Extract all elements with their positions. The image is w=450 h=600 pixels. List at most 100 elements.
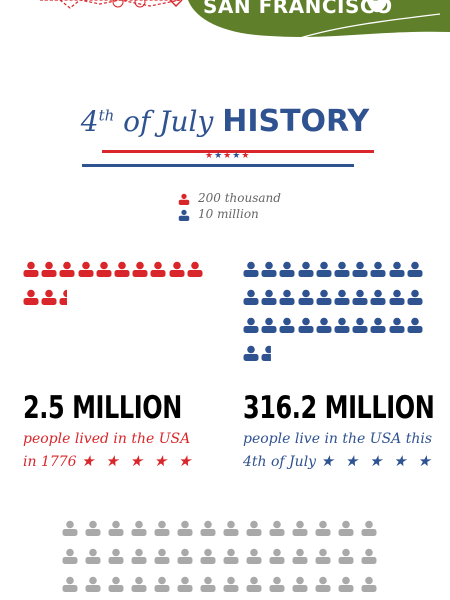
decorative-bunting <box>40 0 181 9</box>
person-icon <box>261 317 277 333</box>
person-icon <box>108 520 124 536</box>
person-icon <box>131 520 147 536</box>
person-icon <box>131 576 147 592</box>
title-light-part: 4th of July <box>80 105 223 138</box>
description-line: 4th of July <box>243 454 317 470</box>
header-banner <box>40 0 450 39</box>
person-icon <box>62 520 78 536</box>
person-icon <box>85 548 101 564</box>
population-today-icon-grid <box>243 261 433 367</box>
person-icon <box>261 345 272 361</box>
person-icon <box>352 317 368 333</box>
person-icon <box>223 576 239 592</box>
person-icon <box>177 548 193 564</box>
banner-swoosh <box>299 13 441 39</box>
person-icon <box>279 261 295 277</box>
person-icon <box>41 289 57 305</box>
banner-city-name: SAN FRANCISCO <box>203 0 393 18</box>
decorative-rosette-icon <box>134 0 146 8</box>
star-rating-icon: ★ ★ ★ ★ ★ <box>81 452 195 470</box>
person-icon <box>243 289 259 305</box>
person-icon <box>407 317 423 333</box>
person-icon <box>78 261 94 277</box>
person-icon <box>261 261 277 277</box>
person-icon <box>338 576 354 592</box>
person-icon <box>315 548 331 564</box>
person-icon <box>23 261 39 277</box>
population-today-value: 316.2 MILLION <box>243 390 435 426</box>
person-icon <box>150 261 166 277</box>
person-icon <box>361 520 377 536</box>
person-icon <box>131 548 147 564</box>
person-icon <box>292 520 308 536</box>
description-line: people lived in the USA <box>23 431 191 447</box>
title-bold-part: HISTORY <box>222 104 370 139</box>
person-icon <box>108 576 124 592</box>
person-icon <box>85 520 101 536</box>
person-icon <box>316 289 332 305</box>
person-icon <box>178 193 190 205</box>
person-icon <box>246 548 262 564</box>
person-icon <box>59 289 68 305</box>
person-icon <box>315 520 331 536</box>
title-underline-blue <box>82 164 354 167</box>
person-icon <box>200 548 216 564</box>
person-icon <box>316 261 332 277</box>
person-icon <box>246 520 262 536</box>
page-title: 4th of July HISTORY <box>0 104 450 139</box>
person-icon <box>41 261 57 277</box>
population-1776-description: people lived in the USA in 1776 ★ ★ ★ ★ … <box>23 428 223 473</box>
person-icon <box>85 576 101 592</box>
person-icon <box>261 289 277 305</box>
person-icon <box>269 520 285 536</box>
person-icon <box>279 289 295 305</box>
person-icon <box>292 576 308 592</box>
person-icon <box>389 317 405 333</box>
person-icon <box>62 548 78 564</box>
title-stars: ★★★★★ <box>205 151 251 161</box>
person-icon <box>352 261 368 277</box>
population-1776-value: 2.5 MILLION <box>23 390 182 426</box>
person-icon <box>223 548 239 564</box>
person-icon <box>177 520 193 536</box>
person-icon <box>178 209 190 221</box>
decorative-rosette-icon <box>112 0 124 8</box>
person-icon <box>407 289 423 305</box>
person-icon <box>334 317 350 333</box>
person-icon <box>114 261 130 277</box>
person-icon <box>334 261 350 277</box>
star-rating-icon: ★ ★ ★ ★ ★ <box>320 452 434 470</box>
person-icon <box>23 289 39 305</box>
decorative-cross-icon <box>169 0 183 7</box>
person-icon <box>338 548 354 564</box>
person-icon <box>279 317 295 333</box>
person-icon <box>389 289 405 305</box>
person-icon <box>154 520 170 536</box>
decorative-gray-icon-grid <box>62 520 392 600</box>
legend-label: 200 thousand <box>198 191 281 205</box>
person-icon <box>154 576 170 592</box>
person-icon <box>243 261 259 277</box>
person-icon <box>352 289 368 305</box>
legend-label: 10 million <box>198 207 259 221</box>
person-icon <box>370 289 386 305</box>
person-icon <box>316 317 332 333</box>
legend-item-blue: 10 million <box>178 207 338 223</box>
person-icon <box>200 520 216 536</box>
person-icon <box>292 548 308 564</box>
person-icon <box>62 576 78 592</box>
person-icon <box>361 548 377 564</box>
person-icon <box>370 317 386 333</box>
person-icon <box>370 261 386 277</box>
person-icon <box>407 261 423 277</box>
person-icon <box>154 548 170 564</box>
person-icon <box>59 261 75 277</box>
person-icon <box>243 345 259 361</box>
person-icon <box>269 576 285 592</box>
person-icon <box>389 261 405 277</box>
population-today-description: people live in the USA this 4th of July … <box>243 428 448 473</box>
banner-shape <box>188 0 450 37</box>
person-icon <box>243 317 259 333</box>
title-underline-red <box>102 150 374 153</box>
shield-icon <box>365 0 389 14</box>
